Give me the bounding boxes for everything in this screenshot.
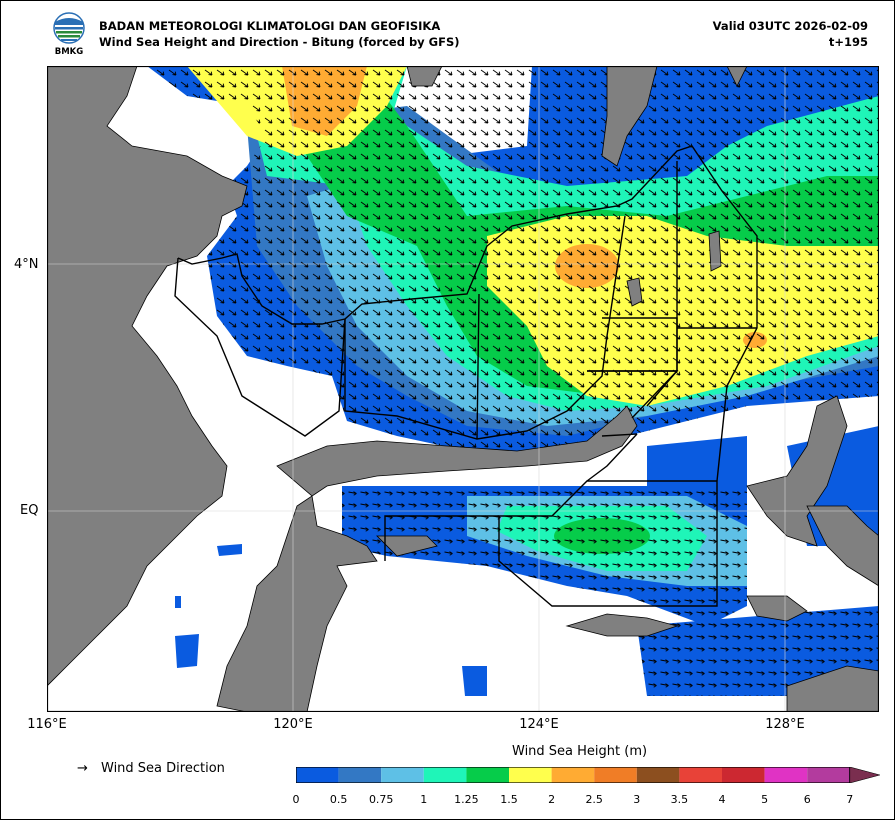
wave-field-north: [147, 66, 879, 456]
colorbar-segment: [338, 767, 382, 783]
seram: [786, 665, 879, 712]
colorbar-tick-label: 1: [420, 793, 428, 806]
colorbar-segment: [807, 767, 850, 783]
colorbar-tick-label: 0: [292, 793, 300, 806]
colorbar-tick-label: 0.5: [329, 793, 348, 806]
lon-label-124: 124°E: [519, 717, 559, 732]
colorbar-tick-label: 6: [803, 793, 811, 806]
mindanao-west: [601, 66, 658, 167]
forecast-step: t+195: [828, 35, 868, 49]
sangihe-island: [626, 277, 643, 307]
colorbar-title: Wind Sea Height (m): [512, 744, 648, 759]
colorbar-tick-label: 2: [548, 793, 556, 806]
colorbar-segment: [466, 767, 509, 783]
bmkg-logo: BMKG: [53, 12, 85, 56]
lat-label-4n: 4°N: [14, 257, 39, 272]
borneo: [47, 66, 248, 687]
wave-map: [47, 66, 879, 712]
colorbar-segment: [381, 767, 424, 783]
lat-label-eq: EQ: [20, 503, 39, 518]
colorbar-tick-label: 4: [718, 793, 726, 806]
colorbar-outline: [296, 767, 850, 783]
sulu-islands: [406, 66, 443, 87]
colorbar-segment: [594, 767, 637, 783]
colorbar-tick-label: 7: [846, 793, 854, 806]
agency-title: BADAN METEOROLOGI KLIMATOLOGI DAN GEOFIS…: [99, 19, 441, 33]
colorbar-segment: [764, 767, 808, 783]
graticule: [47, 66, 879, 712]
obi-island: [746, 595, 808, 622]
togean-islands: [376, 535, 438, 557]
colorbar-tick-label: 3.5: [670, 793, 689, 806]
colorbar-segment: [509, 767, 552, 783]
sula-islands: [565, 613, 679, 637]
mindanao-east: [726, 66, 748, 87]
direction-legend-label: Wind Sea Direction: [101, 761, 225, 776]
lon-label-120: 120°E: [273, 717, 313, 732]
valid-time: Valid 03UTC 2026-02-09: [712, 19, 868, 33]
talaud-islands: [708, 230, 722, 272]
lon-label-128: 128°E: [765, 717, 805, 732]
colorbar-segment: [636, 767, 680, 783]
colorbar-extend-arrow: [849, 767, 880, 783]
colorbar-tick-label: 0.75: [368, 793, 394, 806]
wave-field-south: [175, 426, 879, 696]
direction-arrow-icon: →: [77, 761, 88, 776]
sulawesi: [216, 405, 638, 712]
colorbar-segment: [296, 767, 339, 783]
colorbar-segment: [551, 767, 595, 783]
colorbar-tick-label: 2.5: [585, 793, 603, 806]
colorbar-segment: [722, 767, 765, 783]
product-title: Wind Sea Height and Direction - Bitung (…: [99, 35, 460, 49]
colorbar: [296, 767, 880, 783]
colorbar-tick-label: 3: [633, 793, 641, 806]
colorbar-tick-label: 1.5: [500, 793, 518, 806]
land: [47, 66, 879, 712]
lon-label-116: 116°E: [27, 717, 67, 732]
halmahera: [746, 395, 848, 547]
colorbar-segment: [423, 767, 467, 783]
colorbar-tick-label: 5: [761, 793, 769, 806]
colorbar-segment: [679, 767, 722, 783]
svg-text:BMKG: BMKG: [55, 47, 84, 56]
zone-boundaries: [174, 145, 758, 607]
halmahera-east: [806, 505, 879, 587]
colorbar-tick-label: 1.25: [454, 793, 479, 806]
